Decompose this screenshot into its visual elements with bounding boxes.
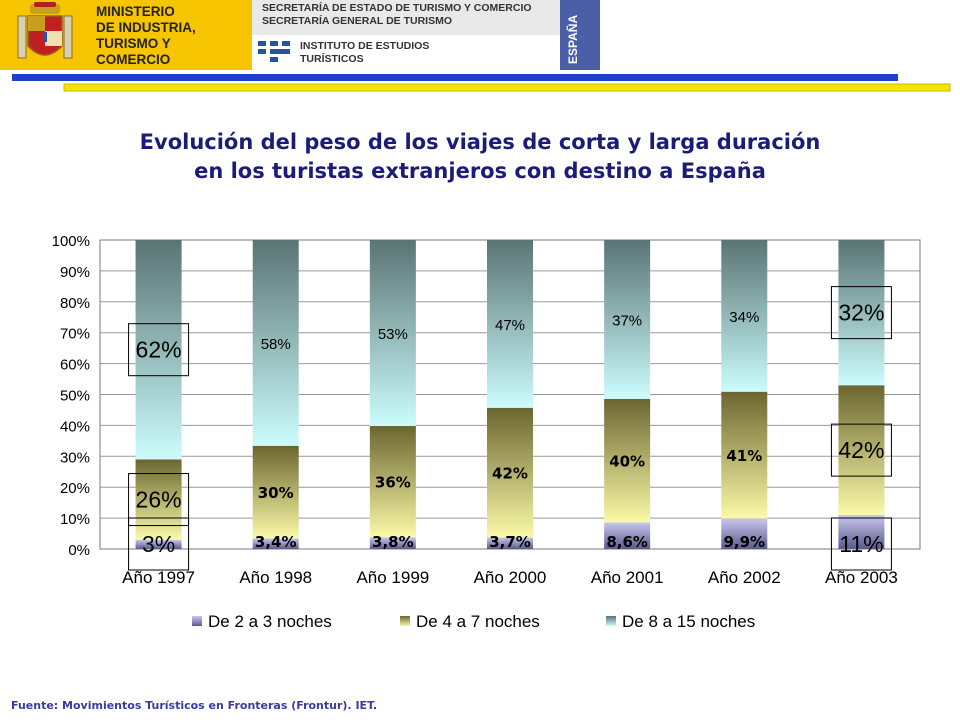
data-label: 3,7% (489, 533, 531, 551)
ministry-line: MINISTERIO (96, 4, 175, 19)
legend-swatch (606, 616, 616, 626)
bar-segment (604, 398, 651, 523)
data-label: 3,4% (255, 533, 297, 551)
x-tick-label: Año 2000 (474, 568, 547, 587)
data-label: 11% (839, 531, 883, 557)
data-label: 3,8% (372, 533, 414, 551)
bar-segment (604, 522, 651, 549)
data-label: 8,6% (606, 533, 648, 551)
institute-line: TURÍSTICOS (300, 53, 364, 65)
secretaria-banner (252, 0, 560, 35)
y-tick-label: 20% (60, 480, 90, 497)
bar-segment (721, 391, 768, 519)
data-label: 34% (729, 309, 759, 326)
y-tick-label: 30% (60, 449, 90, 466)
y-tick-label: 10% (60, 511, 90, 528)
x-tick-label: Año 1999 (356, 568, 429, 587)
yellow-stripe (63, 83, 951, 92)
bar-segment (252, 240, 299, 446)
bar-segment (369, 240, 416, 427)
data-label: 53% (378, 326, 408, 343)
x-tick-label: Año 2001 (591, 568, 664, 587)
ministry-line: COMERCIO (96, 52, 171, 67)
data-label: 9,9% (723, 533, 765, 551)
y-tick-label: 80% (60, 295, 90, 312)
data-label: 3% (142, 531, 175, 557)
x-tick-label: Año 1998 (239, 568, 312, 587)
bar-segment (369, 426, 416, 538)
legend-swatch (400, 616, 410, 626)
data-label: 42% (492, 465, 528, 483)
bar-segment (604, 240, 651, 399)
data-label: 41% (726, 447, 762, 465)
source-note: Fuente: Movimientos Turísticos en Fronte… (11, 699, 378, 712)
chart-title-line: en los turistas extranjeros con destino … (194, 159, 766, 183)
data-label: 36% (375, 474, 411, 492)
chart-title-line: Evolución del peso de los viajes de cort… (139, 130, 821, 154)
institute-name: INSTITUTO DE ESTUDIOS TURÍSTICOS (300, 40, 429, 66)
y-tick-label: 90% (60, 264, 90, 281)
data-label: 62% (136, 337, 182, 363)
bar-segment (135, 539, 182, 549)
header-stripes (12, 74, 951, 92)
legend-label: De 2 a 3 noches (208, 612, 332, 631)
highlight-box (830, 423, 892, 477)
data-label: 32% (838, 300, 884, 326)
x-tick-label: Año 2002 (708, 568, 781, 587)
y-tick-label: 70% (60, 326, 90, 343)
x-tick-label: Año 2003 (825, 568, 898, 587)
header: MINISTERIO DE INDUSTRIA, TURISMO Y COMER… (0, 0, 960, 100)
data-label: 58% (261, 336, 291, 353)
legend-label: De 8 a 15 noches (622, 612, 755, 631)
secretaria-line: SECRETARÍA GENERAL DE TURISMO (262, 15, 452, 27)
institute-line: INSTITUTO DE ESTUDIOS (300, 40, 430, 52)
bar-segment (838, 515, 885, 549)
legend-swatch (192, 616, 202, 626)
highlight-box (830, 286, 892, 340)
chart-title: Evolución del peso de los viajes de cort… (0, 128, 960, 186)
data-label: 42% (838, 437, 884, 463)
coat-of-arms-icon (17, 2, 73, 59)
bar-segment (838, 240, 885, 386)
bar-segment (487, 407, 533, 538)
highlight-box (128, 323, 190, 377)
y-tick-label: 40% (60, 418, 90, 435)
y-tick-label: 0% (68, 542, 90, 559)
highlight-box (830, 517, 892, 571)
bar-segment (135, 459, 182, 540)
data-label: 30% (258, 484, 294, 502)
bar-segment (721, 240, 768, 392)
y-tick-label: 100% (52, 233, 90, 250)
data-label: 26% (136, 487, 182, 513)
blue-stripe (12, 74, 898, 81)
bar-segment (252, 538, 299, 549)
highlight-box (128, 473, 190, 527)
bar-segment (487, 537, 533, 549)
ministry-name: MINISTERIO DE INDUSTRIA, TURISMO Y COMER… (96, 4, 196, 68)
ministry-line: DE INDUSTRIA, (96, 20, 196, 35)
bar-segment (838, 385, 885, 516)
bar-segment (487, 240, 533, 408)
bar-segment (135, 240, 182, 460)
x-tick-label: Año 1997 (122, 568, 195, 587)
ministry-line: TURISMO Y (96, 36, 171, 51)
secretaria-line: SECRETARÍA DE ESTADO DE TURISMO Y COMERC… (262, 2, 532, 14)
bar-segment (721, 518, 768, 549)
data-label: 47% (495, 317, 525, 334)
highlight-box (128, 517, 190, 571)
data-label: 37% (612, 312, 642, 329)
y-tick-label: 50% (60, 388, 90, 405)
secretaria-name: SECRETARÍA DE ESTADO DE TURISMO Y COMERC… (262, 2, 532, 28)
espana-badge (560, 0, 600, 70)
bar-segment (369, 537, 416, 549)
y-tick-label: 60% (60, 357, 90, 374)
data-label: 40% (609, 453, 645, 471)
bar-segment (252, 445, 299, 539)
legend-label: De 4 a 7 noches (416, 612, 540, 631)
iet-logo-icon (258, 41, 290, 62)
